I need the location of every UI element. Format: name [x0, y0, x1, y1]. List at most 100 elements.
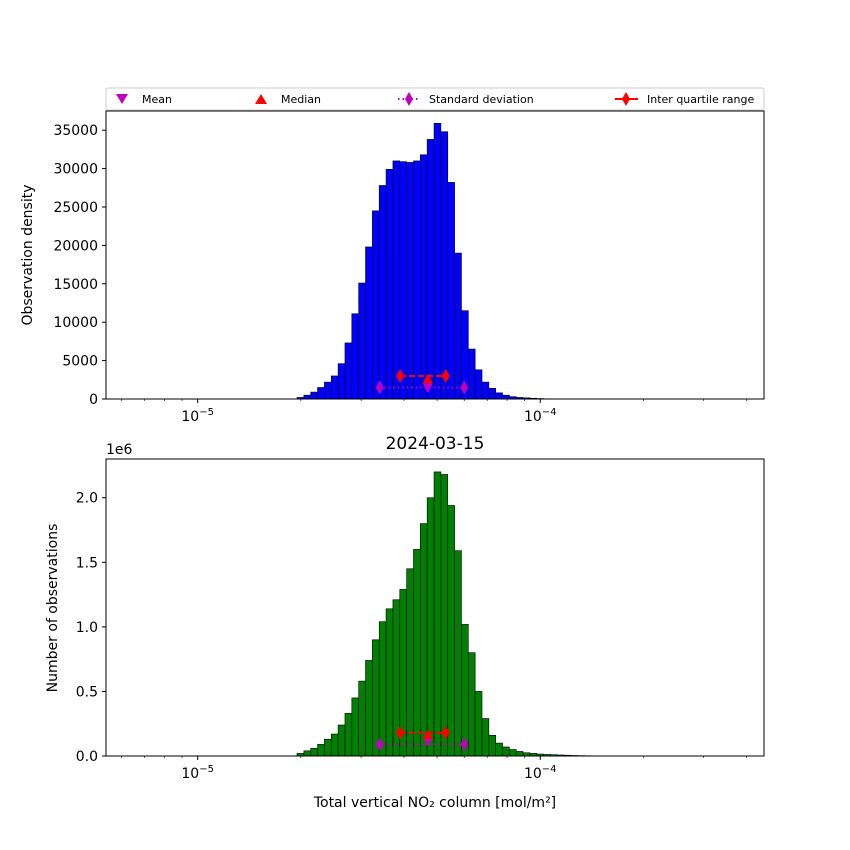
top-histogram-panel: 0 5000 10000 15000 20000 25000 30000 35000 10−5… [20, 110, 765, 425]
histogram-bar [433, 122, 442, 400]
std-high-marker [460, 380, 469, 395]
top-statistics-markers [375, 368, 469, 395]
y-tick-label: 20000 [53, 238, 98, 254]
histogram-bar [337, 363, 346, 400]
histogram-bar [474, 369, 483, 400]
x-tick-label: 10−5 [181, 407, 214, 425]
legend: Mean Median Standard deviation Inter qua… [105, 87, 765, 111]
bottom-statistics-markers [375, 725, 469, 752]
histogram-bar [447, 505, 455, 757]
histogram-bar [378, 185, 387, 400]
y-tick-label: 0 [89, 392, 98, 408]
y-tick-label: 1.5 [76, 555, 98, 571]
y-tick-label: 2.0 [76, 491, 98, 507]
histogram-bar [502, 394, 510, 400]
bottom-y-offset-label: 1e6 [106, 442, 133, 458]
y-tick-label: 25000 [53, 200, 98, 216]
histogram-bar [406, 162, 414, 400]
std-low-marker [375, 380, 384, 395]
histogram-bar [413, 549, 421, 757]
histogram-bar [399, 161, 407, 400]
top-plot-frame [105, 110, 765, 400]
y-tick-label: 0.0 [76, 749, 98, 765]
legend-iqr-marker [622, 92, 630, 106]
histogram-bar [372, 210, 380, 400]
histogram-bar [392, 160, 401, 400]
histogram-bar [440, 131, 449, 400]
y-tick-label: 0.5 [76, 684, 98, 700]
histogram-bar [454, 550, 462, 757]
histogram-bar [351, 313, 359, 400]
histogram-bar [447, 182, 455, 400]
y-tick-label: 30000 [53, 162, 98, 178]
legend-iqr-label: Inter quartile range [647, 93, 754, 106]
histogram-bar [495, 392, 503, 400]
y-tick-label: 1.0 [76, 620, 98, 636]
histogram-bar [337, 724, 346, 757]
histogram-bar [426, 139, 435, 400]
histogram-bar [433, 471, 442, 757]
histogram-bar [515, 751, 524, 757]
histogram-bar [365, 246, 373, 400]
histogram-bar [351, 697, 359, 757]
bottom-chart-title: 2024-03-15 [386, 434, 485, 454]
x-tick-label: 10−5 [181, 764, 214, 782]
legend-std-label: Standard deviation [429, 93, 534, 106]
iqr-high-marker [441, 725, 450, 740]
iqr-low-marker [396, 368, 405, 383]
histogram-bar [426, 497, 435, 757]
histogram-bar [372, 639, 380, 757]
histogram-bar [454, 252, 462, 400]
histogram-bar [330, 733, 339, 757]
legend-median-marker [255, 94, 267, 104]
histogram-bar [440, 474, 449, 757]
top-y-axis-label: Observation density [20, 184, 36, 325]
bottom-x-axis-label: Total vertical NO₂ column [mol/m²] [313, 795, 556, 811]
histogram-bar [474, 691, 483, 757]
histogram-bar [324, 738, 332, 757]
histogram-bar [488, 735, 497, 757]
legend-frame [105, 87, 765, 111]
median-marker [422, 729, 433, 740]
iqr-low-marker [396, 725, 405, 740]
top-x-axis-ticks: 10−5 10−4 [121, 399, 747, 425]
y-tick-label: 15000 [53, 277, 98, 293]
histogram-bar [509, 749, 517, 757]
histogram-bar [317, 744, 325, 757]
top-histogram-bars [296, 122, 572, 400]
legend-std-marker [405, 92, 413, 106]
histogram-bar [358, 680, 366, 757]
histogram-bar [385, 608, 394, 757]
bottom-histogram-bars [296, 471, 599, 757]
mean-marker [422, 736, 433, 747]
y-tick-label: 5000 [62, 354, 98, 370]
histogram-bar [330, 375, 339, 400]
histogram-bar [481, 381, 490, 400]
bottom-y-axis-ticks: 0.0 0.5 1.0 1.5 2.0 [76, 491, 106, 765]
histogram-bar [303, 394, 312, 400]
bottom-histogram-panel: 2024-03-15 1e6 0.00.51.01.52.0 10−5 10−4 … [45, 434, 765, 811]
bottom-plot-frame [105, 458, 765, 757]
legend-median-label: Median [281, 93, 321, 106]
y-tick-label: 35000 [53, 123, 98, 139]
histogram-bar [324, 381, 332, 400]
x-tick-label: 10−4 [524, 407, 557, 425]
histogram-bar [406, 568, 414, 757]
histogram-bar [467, 348, 476, 400]
legend-mean-label: Mean [142, 93, 172, 106]
std-low-marker [375, 737, 384, 752]
histogram-bar [481, 718, 490, 757]
histogram-bar [358, 282, 366, 400]
histogram-bar [461, 623, 469, 757]
bottom-x-axis-ticks: 10−5 10−4 [121, 756, 747, 782]
median-marker [422, 373, 433, 384]
histogram-bar [413, 160, 421, 400]
histogram-bar [385, 169, 394, 400]
iqr-high-marker [441, 368, 450, 383]
histogram-bar [310, 391, 318, 400]
histogram-bar [303, 750, 312, 757]
histogram-bar [502, 746, 510, 757]
histogram-bar [495, 742, 503, 757]
legend-mean-marker [116, 94, 128, 104]
